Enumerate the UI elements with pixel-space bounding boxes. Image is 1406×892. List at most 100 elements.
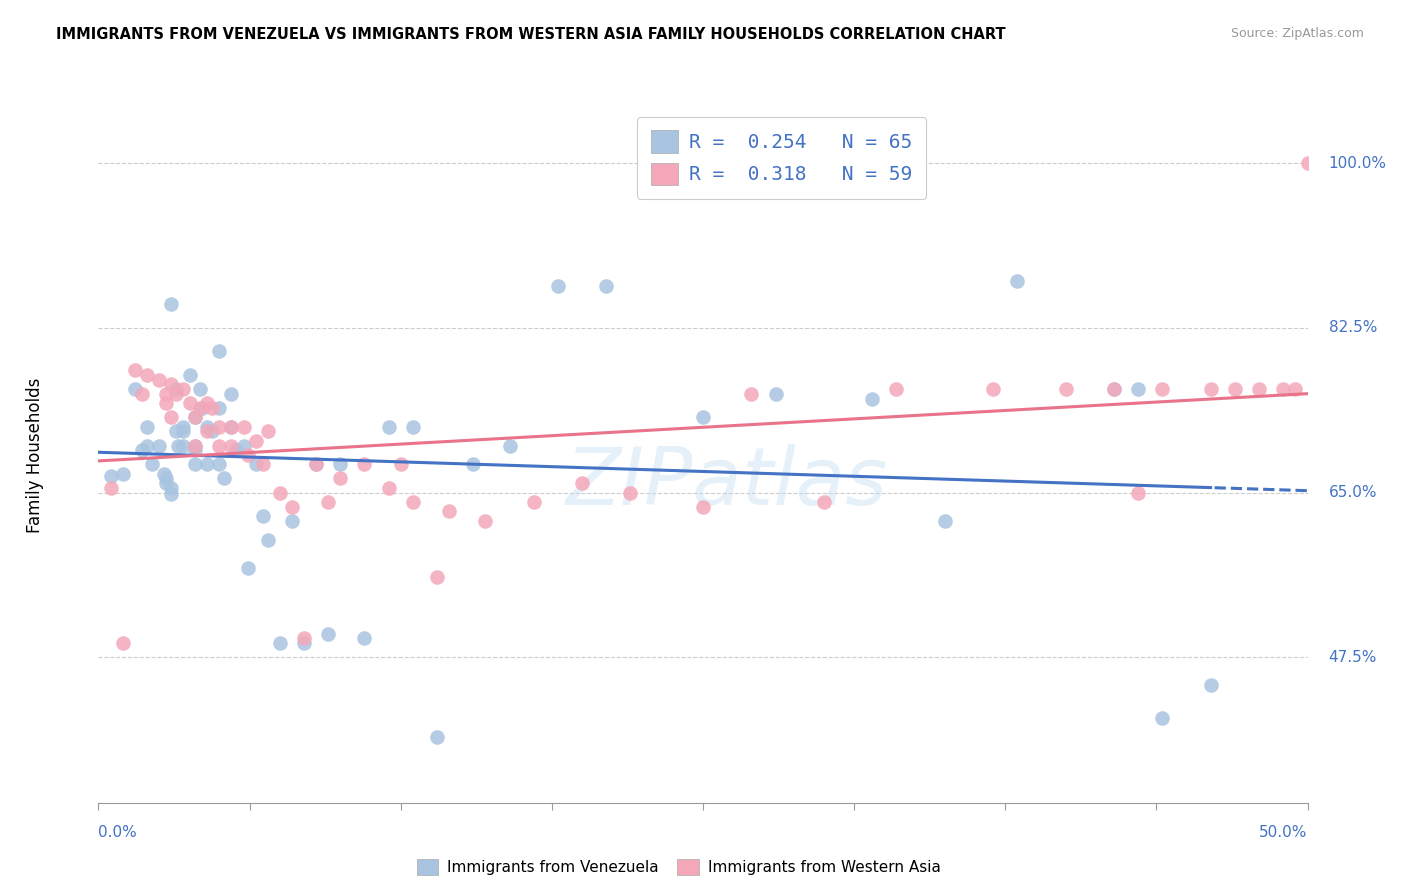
Point [100, 481, 122, 495]
Point [100, 468, 122, 483]
Point [1007, 274, 1029, 288]
Point [292, 632, 315, 646]
Point [1102, 382, 1125, 396]
Point [155, 476, 177, 491]
Point [765, 386, 787, 401]
Point [221, 419, 243, 434]
Point [179, 396, 201, 410]
Point [1272, 382, 1295, 396]
Text: 0.0%: 0.0% [98, 825, 138, 840]
Text: 47.5%: 47.5% [1329, 649, 1376, 665]
Point [1296, 156, 1319, 170]
Point [256, 533, 278, 547]
Point [148, 373, 170, 387]
Point [1054, 382, 1077, 396]
Point [1102, 382, 1125, 396]
Point [238, 448, 260, 462]
Point [232, 419, 254, 434]
Point [245, 434, 267, 448]
Point [184, 438, 207, 452]
Point [221, 438, 243, 452]
Point [1152, 711, 1174, 725]
Point [124, 363, 146, 377]
Point [208, 458, 231, 472]
Point [692, 500, 714, 514]
Point [353, 458, 375, 472]
Point [155, 386, 177, 401]
Text: Family Households: Family Households [27, 377, 44, 533]
Point [172, 438, 194, 452]
Point [1199, 382, 1222, 396]
Point [184, 443, 207, 458]
Point [208, 401, 231, 415]
Point [238, 560, 260, 574]
Point [184, 438, 207, 452]
Point [353, 632, 375, 646]
Point [571, 476, 593, 491]
Point [135, 438, 157, 452]
Point [208, 344, 231, 359]
Point [389, 458, 412, 472]
Point [1199, 678, 1222, 692]
Point [160, 377, 183, 392]
Point [155, 471, 177, 485]
Point [195, 425, 218, 439]
Point [221, 386, 243, 401]
Point [191, 401, 214, 415]
Point [201, 425, 224, 439]
Point [167, 438, 190, 452]
Point [165, 386, 187, 401]
Point [201, 401, 224, 415]
Point [232, 438, 254, 452]
Point [245, 458, 267, 472]
Point [1249, 382, 1271, 396]
Point [377, 481, 399, 495]
Text: Source: ZipAtlas.com: Source: ZipAtlas.com [1230, 27, 1364, 40]
Text: 50.0%: 50.0% [1260, 825, 1308, 840]
Text: 82.5%: 82.5% [1329, 320, 1376, 335]
Point [329, 458, 352, 472]
Point [1223, 382, 1246, 396]
Point [184, 410, 207, 425]
Point [402, 495, 425, 509]
Legend: Immigrants from Venezuela, Immigrants from Western Asia: Immigrants from Venezuela, Immigrants fr… [416, 859, 941, 875]
Point [619, 485, 641, 500]
Point [252, 509, 274, 524]
Point [160, 297, 183, 311]
Point [111, 467, 134, 481]
Point [172, 419, 194, 434]
Point [305, 458, 328, 472]
Point [498, 438, 520, 452]
Point [269, 485, 291, 500]
Point [316, 626, 339, 640]
Point [160, 481, 183, 495]
Point [437, 504, 460, 518]
Point [934, 514, 956, 528]
Point [208, 419, 231, 434]
Point [813, 495, 835, 509]
Point [305, 458, 328, 472]
Point [1128, 382, 1150, 396]
Point [981, 382, 1004, 396]
Point [221, 419, 243, 434]
Point [188, 382, 211, 396]
Point [208, 438, 231, 452]
Text: 65.0%: 65.0% [1329, 485, 1376, 500]
Point [148, 438, 170, 452]
Point [188, 401, 211, 415]
Point [195, 458, 218, 472]
Point [316, 495, 339, 509]
Text: 100.0%: 100.0% [1329, 156, 1386, 171]
Point [195, 419, 218, 434]
Point [547, 278, 569, 293]
Point [463, 458, 485, 472]
Point [1152, 382, 1174, 396]
Point [152, 467, 174, 481]
Point [292, 636, 315, 650]
Point [111, 636, 134, 650]
Point [179, 368, 201, 382]
Point [184, 458, 207, 472]
Point [595, 278, 617, 293]
Point [212, 471, 235, 485]
Point [860, 392, 883, 406]
